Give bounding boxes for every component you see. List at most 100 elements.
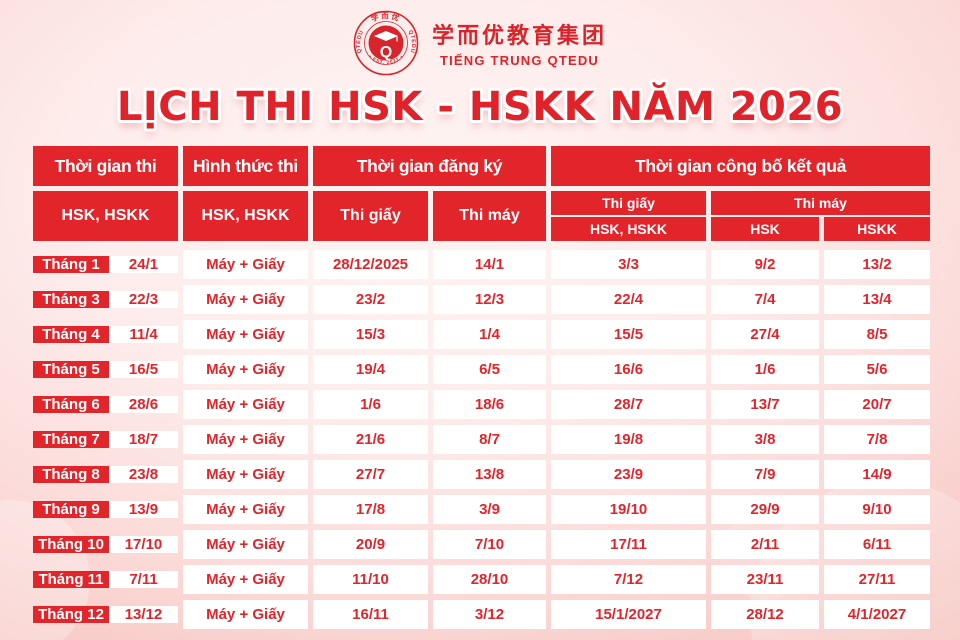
table-row: Tháng 3 22/3 Máy + Giấy 23/2 12/3 22/4 7/4 13/4: [33, 285, 930, 314]
reg-paper-cell: 16/11: [313, 600, 428, 629]
subheader-exam-format-levels: HSK, HSKK: [183, 191, 308, 241]
result-hsk-cell: 28/12: [711, 600, 819, 629]
subheader-result-computer-hsk: HSK: [711, 217, 819, 241]
seal-inner-circle: [368, 25, 404, 61]
exam-time-cell: Tháng 4 11/4: [33, 320, 178, 349]
reg-computer-cell: 12/3: [433, 285, 546, 314]
result-hskk-cell: 5/6: [824, 355, 930, 384]
qtedu-seal-icon: QTEDU 学而优 QTEDU • EST. 2021 • Q: [353, 10, 419, 76]
reg-paper-cell: 21/6: [313, 425, 428, 454]
table-row: Tháng 12 13/12 Máy + Giấy 16/11 3/12 15/1/202…: [33, 600, 930, 629]
header-registration-time: Thời gian đăng ký: [313, 146, 546, 186]
svg-text:QTEDU: QTEDU: [356, 29, 365, 53]
reg-computer-cell: 28/10: [433, 565, 546, 594]
table-header-row-2: HSK, HSKK HSK, HSKK Thi giấy Thi máy Thi…: [33, 191, 930, 241]
month-label: Tháng 1: [33, 256, 109, 273]
exam-date-value: 17/10: [109, 536, 178, 553]
exam-date-value: 28/6: [109, 396, 178, 413]
brand-name: TIẾNG TRUNG QTEDU: [439, 53, 600, 68]
result-hsk-cell: 3/8: [711, 425, 819, 454]
table-row: Tháng 11 7/11 Máy + Giấy 11/10 28/10 7/12 23/1…: [33, 565, 930, 594]
result-hsk-cell: 2/11: [711, 530, 819, 559]
table-body: Tháng 1 24/1 Máy + Giấy 28/12/2025 14/1 3/3 9/…: [33, 250, 930, 629]
result-paper-cell: 7/12: [551, 565, 706, 594]
month-label: Tháng 10: [33, 536, 109, 553]
exam-date-value: 13/9: [109, 501, 178, 518]
result-hsk-cell: 1/6: [711, 355, 819, 384]
exam-time-cell: Tháng 11 7/11: [33, 565, 178, 594]
result-paper-cell: 15/1/2027: [551, 600, 706, 629]
header-exam-format: Hình thức thi: [183, 146, 308, 186]
table-row: Tháng 5 16/5 Máy + Giấy 19/4 6/5 16/6 1/6 5/6: [33, 355, 930, 384]
brand-chinese-name: 学而优教育集团: [431, 23, 607, 49]
month-label: Tháng 3: [33, 291, 109, 308]
month-label: Tháng 4: [33, 326, 109, 343]
month-label: Tháng 6: [33, 396, 109, 413]
table-row: Tháng 4 11/4 Máy + Giấy 15/3 1/4 15/5 27/4 8/5: [33, 320, 930, 349]
month-label: Tháng 12: [33, 606, 109, 623]
brand-text: 学而优教育集团 TIẾNG TRUNG QTEDU: [432, 18, 607, 68]
exam-date-value: 13/12: [109, 606, 178, 623]
format-cell: Máy + Giấy: [183, 460, 308, 489]
seal-ring-top-text: 学而优: [369, 11, 400, 24]
reg-paper-cell: 15/3: [313, 320, 428, 349]
result-hskk-cell: 27/11: [824, 565, 930, 594]
result-hsk-cell: 7/4: [711, 285, 819, 314]
reg-paper-cell: 17/8: [313, 495, 428, 524]
format-cell: Máy + Giấy: [183, 600, 308, 629]
exam-date-value: 18/7: [109, 431, 178, 448]
reg-paper-cell: 23/2: [313, 285, 428, 314]
reg-computer-cell: 14/1: [433, 250, 546, 279]
result-paper-cell: 19/10: [551, 495, 706, 524]
exam-time-cell: Tháng 12 13/12: [33, 600, 178, 629]
result-hskk-cell: 20/7: [824, 390, 930, 419]
exam-date-value: 24/1: [109, 256, 178, 273]
exam-time-cell: Tháng 5 16/5: [33, 355, 178, 384]
format-cell: Máy + Giấy: [183, 320, 308, 349]
table-row: Tháng 7 18/7 Máy + Giấy 21/6 8/7 19/8 3/8 7/8: [33, 425, 930, 454]
format-cell: Máy + Giấy: [183, 495, 308, 524]
format-cell: Máy + Giấy: [183, 285, 308, 314]
result-paper-cell: 28/7: [551, 390, 706, 419]
month-label: Tháng 7: [33, 431, 109, 448]
svg-text:QTEDU: QTEDU: [407, 29, 416, 53]
exam-date-value: 11/4: [109, 326, 178, 343]
result-paper-cell: 16/6: [551, 355, 706, 384]
graduation-cap-icon: [373, 31, 398, 41]
result-paper-cell: 19/8: [551, 425, 706, 454]
table-row: Tháng 6 28/6 Máy + Giấy 1/6 18/6 28/7 13/7 20/7: [33, 390, 930, 419]
header-exam-time: Thời gian thi: [33, 146, 178, 186]
subheader-reg-computer: Thi máy: [433, 191, 546, 241]
reg-computer-cell: 6/5: [433, 355, 546, 384]
reg-paper-cell: 1/6: [313, 390, 428, 419]
reg-paper-cell: 28/12/2025: [313, 250, 428, 279]
subheader-result-paper: Thi giấy: [551, 191, 706, 215]
seal-ring-right-text: QTEDU: [407, 29, 416, 53]
table-row: Tháng 1 24/1 Máy + Giấy 28/12/2025 14/1 3/3 9/…: [33, 250, 930, 279]
exam-time-cell: Tháng 8 23/8: [33, 460, 178, 489]
subheader-result-computer: Thi máy: [711, 191, 930, 215]
exam-time-cell: Tháng 10 17/10: [33, 530, 178, 559]
exam-date-value: 7/11: [109, 571, 178, 588]
reg-paper-cell: 19/4: [313, 355, 428, 384]
month-label: Tháng 11: [33, 571, 109, 588]
svg-text:学而优: 学而优: [369, 11, 402, 24]
seal-ring-left-text: QTEDU: [356, 29, 365, 53]
month-label: Tháng 9: [33, 501, 109, 518]
reg-paper-cell: 27/7: [313, 460, 428, 489]
month-label: Tháng 5: [33, 361, 109, 378]
exam-time-cell: Tháng 3 22/3: [33, 285, 178, 314]
result-paper-cell: 15/5: [551, 320, 706, 349]
exam-time-cell: Tháng 1 24/1: [33, 250, 178, 279]
subheader-result-computer-hskk: HSKK: [824, 217, 930, 241]
reg-computer-cell: 8/7: [433, 425, 546, 454]
subheader-result-paper-levels: HSK, HSKK: [551, 217, 706, 241]
result-hsk-cell: 7/9: [711, 460, 819, 489]
subheader-reg-paper: Thi giấy: [313, 191, 428, 241]
result-hskk-cell: 6/11: [824, 530, 930, 559]
exam-date-value: 23/8: [109, 466, 178, 483]
reg-computer-cell: 18/6: [433, 390, 546, 419]
brand-header: QTEDU 学而优 QTEDU • EST. 2021 • Q 学而优教育集团 …: [0, 10, 960, 76]
reg-computer-cell: 1/4: [433, 320, 546, 349]
